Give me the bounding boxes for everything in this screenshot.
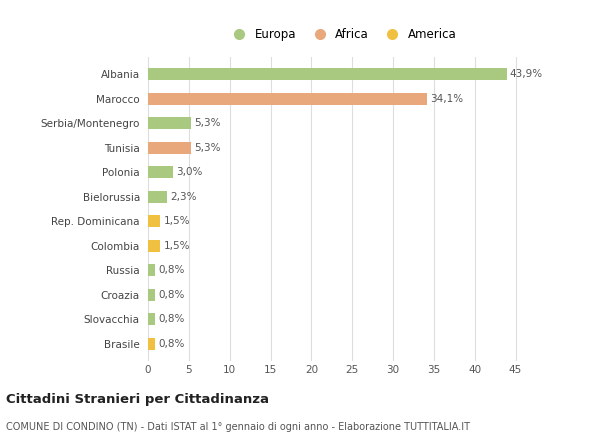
Bar bbox=[148, 93, 427, 105]
Bar bbox=[148, 337, 155, 350]
Text: COMUNE DI CONDINO (TN) - Dati ISTAT al 1° gennaio di ogni anno - Elaborazione TU: COMUNE DI CONDINO (TN) - Dati ISTAT al 1… bbox=[6, 422, 470, 433]
Text: 34,1%: 34,1% bbox=[430, 94, 463, 104]
Bar bbox=[148, 191, 167, 203]
Bar bbox=[148, 215, 160, 227]
Bar bbox=[148, 142, 191, 154]
Bar bbox=[148, 117, 191, 129]
Text: 5,3%: 5,3% bbox=[194, 143, 221, 153]
Text: 0,8%: 0,8% bbox=[158, 265, 184, 275]
Text: 1,5%: 1,5% bbox=[164, 241, 190, 251]
Text: 43,9%: 43,9% bbox=[510, 70, 543, 79]
Text: 1,5%: 1,5% bbox=[164, 216, 190, 226]
Text: Cittadini Stranieri per Cittadinanza: Cittadini Stranieri per Cittadinanza bbox=[6, 392, 269, 406]
Text: 0,8%: 0,8% bbox=[158, 314, 184, 324]
Text: 0,8%: 0,8% bbox=[158, 290, 184, 300]
Bar bbox=[148, 264, 155, 276]
Bar bbox=[148, 313, 155, 325]
Text: 3,0%: 3,0% bbox=[176, 167, 202, 177]
Bar bbox=[148, 68, 506, 81]
Bar bbox=[148, 240, 160, 252]
Bar bbox=[148, 166, 173, 178]
Text: 0,8%: 0,8% bbox=[158, 339, 184, 348]
Bar bbox=[148, 289, 155, 301]
Legend: Europa, Africa, America: Europa, Africa, America bbox=[223, 24, 461, 46]
Text: 5,3%: 5,3% bbox=[194, 118, 221, 128]
Text: 2,3%: 2,3% bbox=[170, 192, 197, 202]
